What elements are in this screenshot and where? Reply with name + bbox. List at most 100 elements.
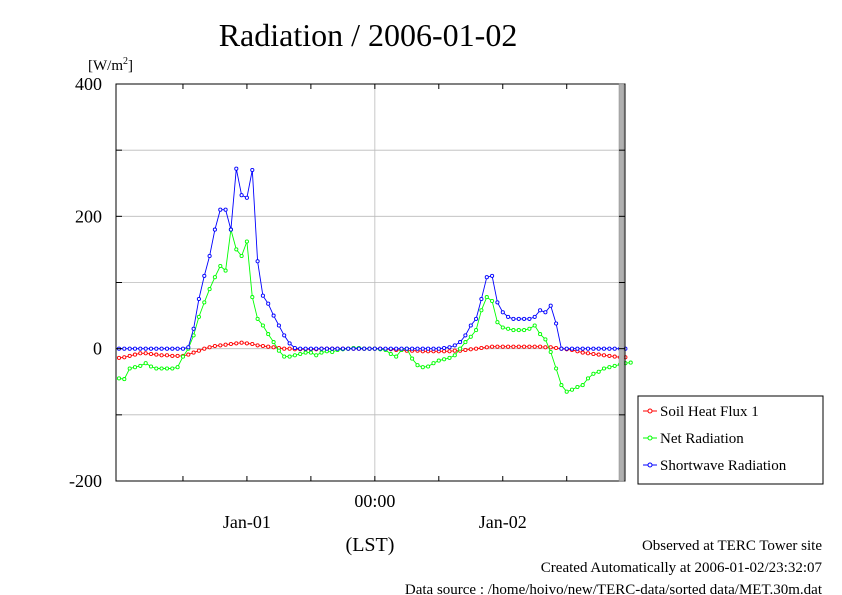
data-point [223,268,228,273]
data-point [250,295,255,300]
data-point [506,344,511,349]
data-point [271,340,276,345]
data-point [234,341,239,346]
data-point [495,344,500,349]
data-point [601,366,607,371]
data-point [276,348,281,353]
data-point [266,332,271,337]
data-point [601,346,607,351]
data-point [463,340,468,345]
series-3 [116,166,628,351]
data-point [319,350,324,355]
data-point [303,350,308,355]
data-point [511,316,516,321]
data-point [356,346,361,351]
legend-box [637,395,824,485]
data-point [447,355,452,360]
data-point [506,326,511,331]
data-point [122,377,127,382]
data-point [164,366,170,371]
data-point [511,344,516,349]
data-point [495,300,500,305]
data-point [351,346,356,351]
data-point [543,310,548,315]
data-point [239,340,244,345]
plot-series [116,166,633,394]
data-point [239,253,244,259]
data-point [554,321,559,326]
legend: Soil Heat Flux 1 Net Radiation Shortwave R… [637,395,824,485]
data-point [127,353,132,358]
data-point [223,207,228,212]
data-point [463,333,468,338]
data-point [490,344,495,349]
data-point [500,325,505,330]
data-point [442,349,447,354]
data-point [596,352,601,357]
data-point [447,349,452,354]
data-point [314,353,319,358]
series-line [118,342,626,359]
data-point [532,323,537,328]
data-point [490,298,495,304]
data-point [474,316,479,321]
data-point [554,366,559,371]
data-point [431,361,436,366]
data-point [116,355,122,360]
data-point [340,346,345,351]
data-point [298,346,303,351]
data-point [196,348,201,353]
legend-label: Shortwave Radiation [660,458,787,474]
data-point [484,275,489,280]
data-point [495,320,500,325]
data-point [420,346,425,351]
data-point [218,263,223,269]
data-point [170,346,175,351]
data-point [244,239,249,244]
data-point [260,323,265,328]
data-point [585,351,591,356]
data-point [148,351,154,357]
legend-label: Soil Heat Flux 1 [660,404,759,420]
data-point [458,346,463,351]
data-point [575,346,580,351]
data-point [330,349,335,355]
y-unit-bracket: ] [128,58,133,74]
x-tick-label: 00:00 [354,491,395,511]
data-point [175,353,180,358]
x-tick-label: Jan-01 [223,512,271,532]
data-point [569,346,575,351]
data-point [378,346,383,351]
data-point [164,353,170,358]
data-point [601,353,607,358]
x-axis-ticks: 00:00 Jan-01 Jan-02 [182,84,568,532]
data-point [202,273,207,278]
data-point [191,326,196,331]
data-point [143,346,148,351]
data-point [271,313,276,318]
data-point [148,346,154,351]
data-point [314,346,319,351]
data-point [303,346,308,351]
data-point [239,193,244,198]
y-tick-label: 400 [75,74,102,94]
data-point [532,344,537,349]
data-point [522,344,527,349]
data-point [479,296,484,302]
data-point [282,354,287,359]
data-point [127,346,132,351]
data-point [410,356,415,361]
data-point [500,310,505,315]
data-point [415,363,420,368]
data-point [218,207,223,212]
data-point [362,346,367,351]
data-point [367,346,372,351]
data-point [287,341,292,346]
data-point [132,346,138,351]
data-point [138,363,143,368]
data-point [522,328,527,333]
data-point [596,346,601,351]
data-point [612,354,617,359]
data-point [255,316,260,321]
